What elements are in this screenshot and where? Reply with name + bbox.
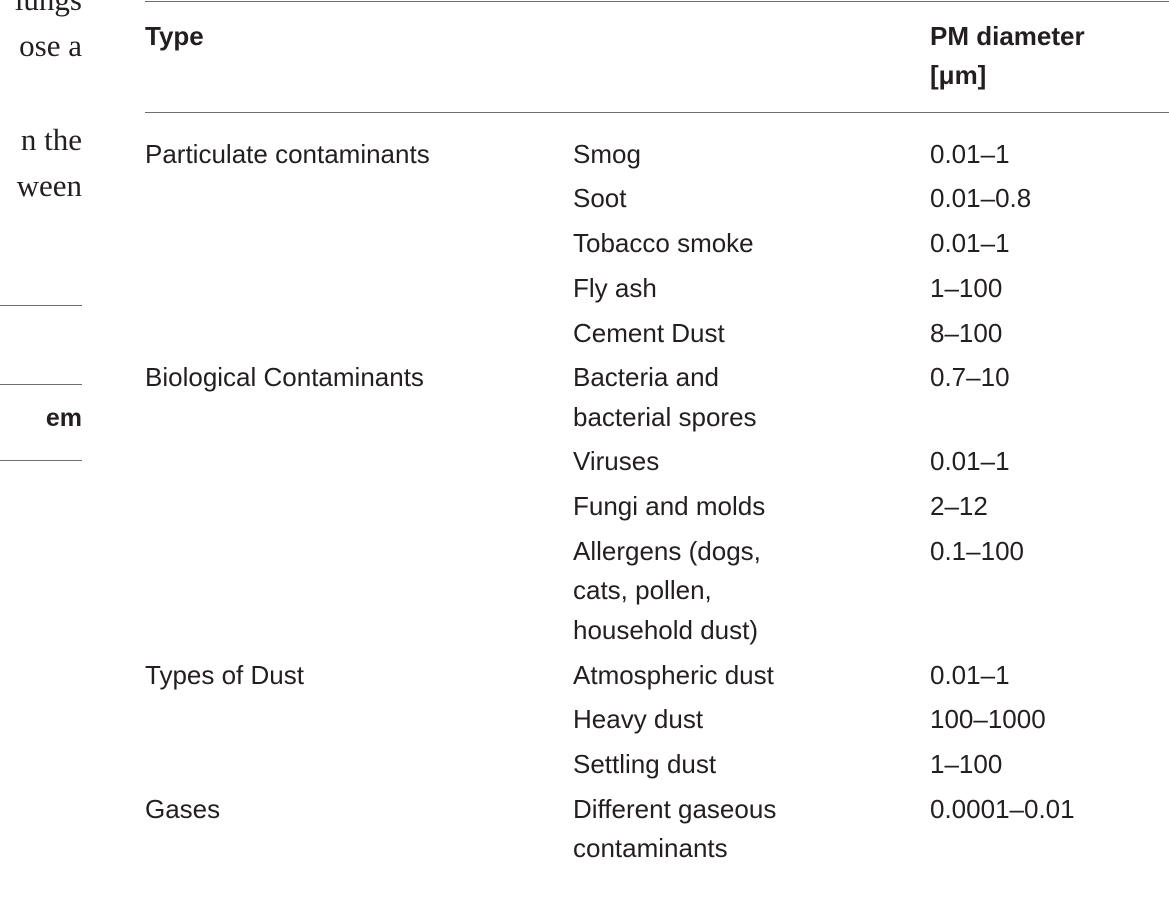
category-cell: Particulate contaminants xyxy=(145,139,430,169)
item-cell: Fungi and molds xyxy=(573,491,766,521)
category-cell: Types of Dust xyxy=(145,660,304,690)
left-table-rule xyxy=(0,460,82,461)
item-cell: Allergens (dogs, xyxy=(573,536,761,566)
header-pm-unit: [μm] xyxy=(930,60,987,90)
item-cell: Settling dust xyxy=(573,749,717,779)
pm-cell: 8–100 xyxy=(930,318,1003,348)
header-type: Type xyxy=(145,21,204,51)
left-column-text: lungs ose a n the ween xyxy=(0,0,82,240)
header-bottom-rule xyxy=(145,112,1169,113)
item-cell-continuation: contaminants xyxy=(573,833,728,863)
left-table-rule xyxy=(0,384,82,385)
body-text-line: ween xyxy=(16,168,82,203)
header-pm-diameter: PM diameter xyxy=(930,21,1085,51)
pm-cell: 0.1–100 xyxy=(930,536,1024,566)
pm-cell: 0.01–1 xyxy=(930,446,1010,476)
item-cell-continuation: bacterial spores xyxy=(573,402,757,432)
pm-cell: 0.01–1 xyxy=(930,660,1010,690)
pm-cell: 2–12 xyxy=(930,491,988,521)
body-text-line: ose a xyxy=(19,28,82,63)
pm-cell: 0.01–1 xyxy=(930,228,1010,258)
left-table-header-fragment: em xyxy=(45,404,82,432)
item-cell: Fly ash xyxy=(573,273,657,303)
pm-cell: 0.7–10 xyxy=(930,362,1010,392)
item-cell: Heavy dust xyxy=(573,704,704,734)
item-cell: Bacteria and xyxy=(573,362,719,392)
pm-cell: 0.01–0.8 xyxy=(930,183,1032,213)
item-cell: Different gaseous xyxy=(573,794,777,824)
item-cell: Cement Dust xyxy=(573,318,725,348)
pm-cell: 100–1000 xyxy=(930,704,1046,734)
item-cell: Smog xyxy=(573,139,641,169)
item-cell-continuation: household dust) xyxy=(573,615,759,645)
pm-cell: 1–100 xyxy=(930,749,1003,779)
category-cell: Gases xyxy=(145,794,221,824)
table-top-rule xyxy=(145,1,1169,2)
item-cell: Atmospheric dust xyxy=(573,660,774,690)
body-text-line: n the xyxy=(20,122,82,157)
left-table-rule xyxy=(0,305,82,306)
item-cell: Viruses xyxy=(573,446,660,476)
category-cell: Biological Contaminants xyxy=(145,362,424,392)
pm-cell: 0.01–1 xyxy=(930,139,1010,169)
item-cell: Soot xyxy=(573,183,627,213)
body-text-line: lungs xyxy=(15,0,82,18)
item-cell-continuation: cats, pollen, xyxy=(573,575,712,605)
item-cell: Tobacco smoke xyxy=(573,228,754,258)
pm-cell: 0.0001–0.01 xyxy=(930,794,1075,824)
pm-cell: 1–100 xyxy=(930,273,1003,303)
